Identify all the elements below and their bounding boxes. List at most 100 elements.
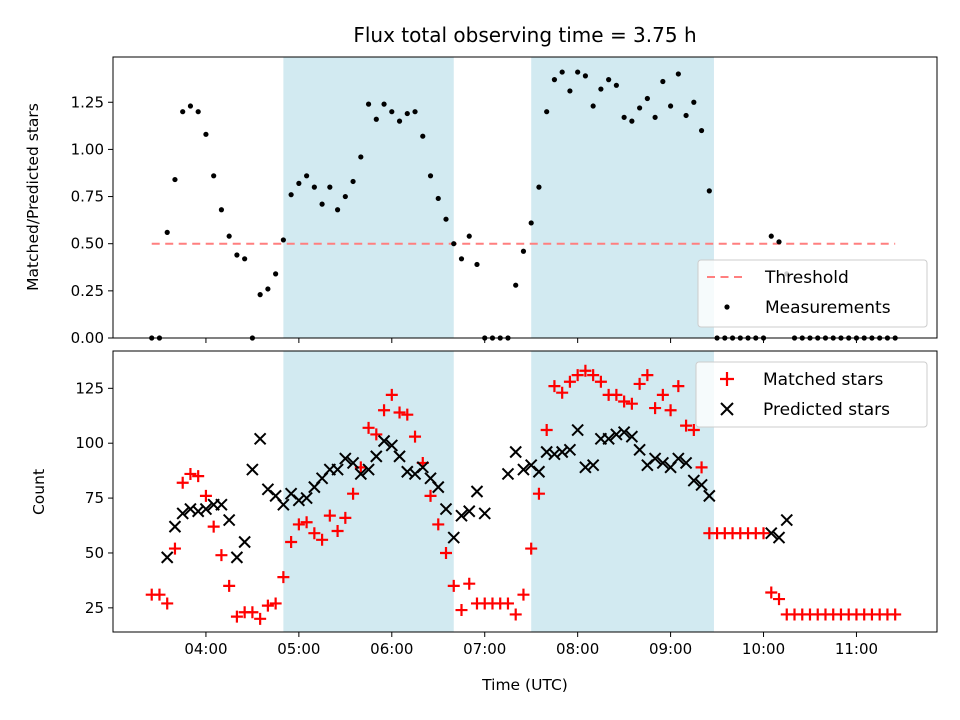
measurement-point: [304, 173, 310, 179]
predicted-star-point: [362, 463, 375, 476]
chart-title: Flux total observing time = 3.75 h: [353, 23, 696, 47]
measurement-point: [420, 133, 426, 139]
matched-star-point: [594, 375, 607, 388]
bottom-legend: Matched stars Predicted stars: [695, 361, 928, 428]
measurement-point: [675, 71, 681, 77]
matched-star-point: [680, 419, 693, 432]
measurement-point: [520, 248, 527, 254]
matched-star-point: [192, 470, 205, 483]
predicted-star-point: [602, 432, 615, 446]
legend-measurements-swatch: [724, 304, 730, 310]
measurement-point: [544, 109, 550, 115]
measurement-point: [172, 176, 178, 183]
predicted-star-point: [292, 494, 306, 507]
bottom-axes-frame: [112, 350, 938, 633]
matched-star-point: [261, 599, 274, 612]
matched-star-point: [556, 386, 569, 399]
measurement-point: [474, 261, 480, 268]
predicted-star-point: [439, 502, 453, 516]
measurement-point: [551, 77, 558, 83]
top-y-axis-label: Matched/Predicted stars: [24, 103, 42, 291]
predicted-star-point: [300, 491, 313, 505]
measurement-point: [180, 109, 186, 115]
predicted-star-point: [617, 426, 631, 439]
measurement-point: [466, 233, 472, 239]
top-y-tick-label: 0.75: [71, 188, 104, 206]
predicted-star-point: [230, 551, 244, 564]
top-y-tick-label: 0.25: [71, 282, 104, 300]
matched-star-point: [401, 408, 414, 421]
predicted-star-point: [222, 513, 236, 527]
measurement-point: [427, 173, 434, 179]
matched-star-point: [757, 527, 770, 540]
measurement-point: [536, 184, 542, 190]
matched-star-point: [501, 597, 514, 610]
measurement-point: [590, 103, 596, 109]
predicted-star-point: [184, 502, 197, 516]
predicted-star-point: [455, 509, 468, 522]
matched-star-point: [362, 421, 375, 434]
measurement-point: [644, 95, 650, 102]
matched-star-point: [347, 487, 360, 500]
predicted-star-point: [339, 452, 352, 465]
matched-star-point: [331, 525, 344, 538]
measurement-point: [652, 114, 658, 120]
top-y-ticks: 0.00 0.25 0.50 0.75 1.00 1.25: [71, 93, 113, 347]
measurement-point: [606, 77, 612, 83]
matched-star-point: [610, 388, 623, 401]
measurement-point: [412, 109, 418, 115]
measurement-point: [164, 229, 170, 235]
matched-star-point: [199, 489, 212, 502]
bottom-y-tick-label: 100: [75, 434, 104, 452]
measurement-point: [637, 105, 643, 111]
x-tick-label: 05:00: [277, 640, 320, 658]
bottom-y-tick-label: 25: [85, 599, 104, 617]
measurement-point: [242, 256, 248, 262]
top-y-tick-label: 0.00: [71, 329, 104, 347]
legend-threshold-label: Threshold: [764, 268, 849, 288]
matched-star-point: [618, 395, 631, 408]
measurement-point: [582, 73, 589, 79]
predicted-star-point: [370, 450, 383, 463]
measurement-point: [327, 184, 333, 190]
bottom-y-axis-label: Count: [30, 469, 48, 515]
matched-star-point: [571, 369, 584, 382]
legend-matched-label: Matched stars: [763, 370, 883, 390]
measurement-point: [234, 252, 240, 258]
predicted-star-point: [191, 505, 205, 518]
measurement-point: [660, 78, 666, 85]
matched-star-point: [532, 487, 545, 500]
matched-star-point: [687, 424, 700, 437]
predicted-star-point: [579, 461, 592, 474]
predicted-star-point: [478, 507, 491, 520]
predicted-star-point: [532, 465, 546, 478]
matched-star-point: [656, 388, 669, 401]
top-panel: 0.00 0.25 0.50 0.75 1.00 1.25 Matched/Predict…: [24, 56, 938, 347]
matched-star-point: [285, 535, 298, 548]
predicted-star-point: [586, 458, 600, 472]
predicted-star-point: [377, 434, 391, 448]
matched-star-point: [587, 369, 600, 382]
measurement-point: [396, 118, 403, 124]
predicted-star-point: [331, 463, 344, 476]
measurement-point: [381, 101, 387, 107]
legend-measurements-label: Measurements: [765, 298, 891, 318]
predicted-star-point: [648, 452, 662, 465]
matched-star-point: [517, 588, 530, 601]
measurement-point: [443, 216, 449, 222]
matched-star-point: [370, 428, 383, 441]
bottom-legend-box: [695, 361, 928, 428]
predicted-star-point: [509, 445, 522, 459]
matched-star-point: [889, 608, 902, 621]
matched-star-point: [440, 546, 453, 559]
measurement-point: [350, 178, 356, 185]
measurement-point: [776, 239, 782, 245]
matched-star-point: [246, 606, 259, 619]
measurement-point: [296, 180, 302, 186]
measurement-point: [698, 127, 705, 134]
top-highlight-span-1: [283, 57, 454, 338]
measurement-point: [203, 131, 209, 137]
predicted-star-point: [354, 467, 368, 481]
predicted-star-point: [199, 502, 213, 516]
